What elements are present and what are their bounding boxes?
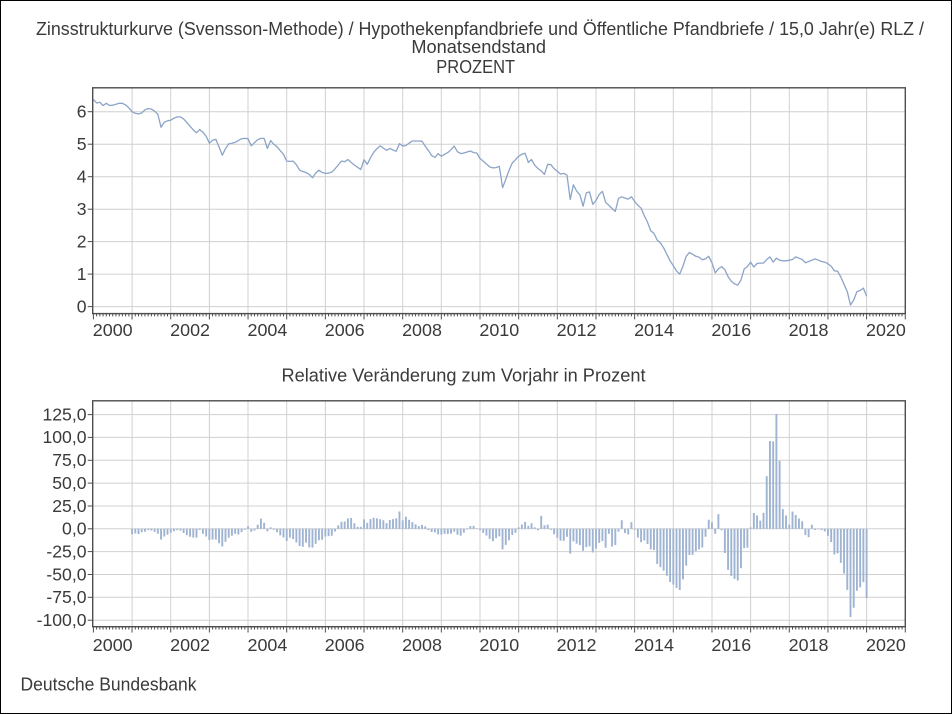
svg-text:2008: 2008 [402, 320, 442, 340]
svg-text:2002: 2002 [170, 635, 210, 655]
svg-text:6: 6 [77, 102, 87, 122]
svg-text:-75,0: -75,0 [46, 587, 86, 607]
svg-text:2010: 2010 [479, 635, 519, 655]
svg-text:2006: 2006 [325, 320, 365, 340]
svg-text:125,0: 125,0 [42, 404, 86, 424]
svg-text:100,0: 100,0 [42, 427, 86, 447]
svg-text:75,0: 75,0 [52, 450, 86, 470]
svg-text:2020: 2020 [866, 635, 906, 655]
svg-text:2: 2 [77, 231, 87, 251]
svg-text:2006: 2006 [325, 635, 365, 655]
svg-text:50,0: 50,0 [52, 473, 86, 493]
svg-text:2016: 2016 [711, 635, 751, 655]
svg-text:-100,0: -100,0 [37, 610, 87, 630]
svg-text:2008: 2008 [402, 635, 442, 655]
svg-text:PROZENT: PROZENT [436, 57, 515, 77]
svg-text:5: 5 [77, 134, 87, 154]
svg-text:2000: 2000 [93, 635, 133, 655]
svg-text:Zinsstrukturkurve (Svensson-Me: Zinsstrukturkurve (Svensson-Methode) / H… [36, 19, 924, 39]
svg-text:1: 1 [77, 264, 87, 284]
svg-text:0,0: 0,0 [62, 519, 87, 539]
svg-text:2012: 2012 [557, 320, 597, 340]
svg-text:2010: 2010 [479, 320, 519, 340]
svg-text:25,0: 25,0 [52, 496, 86, 516]
svg-text:2004: 2004 [248, 320, 288, 340]
svg-text:2004: 2004 [248, 635, 288, 655]
svg-text:-25,0: -25,0 [46, 541, 86, 561]
svg-text:2012: 2012 [557, 635, 597, 655]
svg-text:2002: 2002 [170, 320, 210, 340]
svg-text:2014: 2014 [634, 320, 674, 340]
svg-text:0: 0 [77, 296, 87, 316]
svg-text:2000: 2000 [93, 320, 133, 340]
svg-text:Monatsendstand: Monatsendstand [411, 37, 546, 57]
svg-text:4: 4 [77, 167, 87, 187]
svg-text:2016: 2016 [711, 320, 751, 340]
svg-text:3: 3 [77, 199, 87, 219]
svg-text:2014: 2014 [634, 635, 674, 655]
svg-text:Relative Veränderung zum Vorja: Relative Veränderung zum Vorjahr in Proz… [282, 365, 646, 385]
svg-text:2020: 2020 [866, 320, 906, 340]
svg-text:2018: 2018 [789, 635, 829, 655]
svg-text:-50,0: -50,0 [46, 564, 86, 584]
svg-text:2018: 2018 [789, 320, 829, 340]
svg-text:Deutsche Bundesbank: Deutsche Bundesbank [21, 675, 198, 695]
